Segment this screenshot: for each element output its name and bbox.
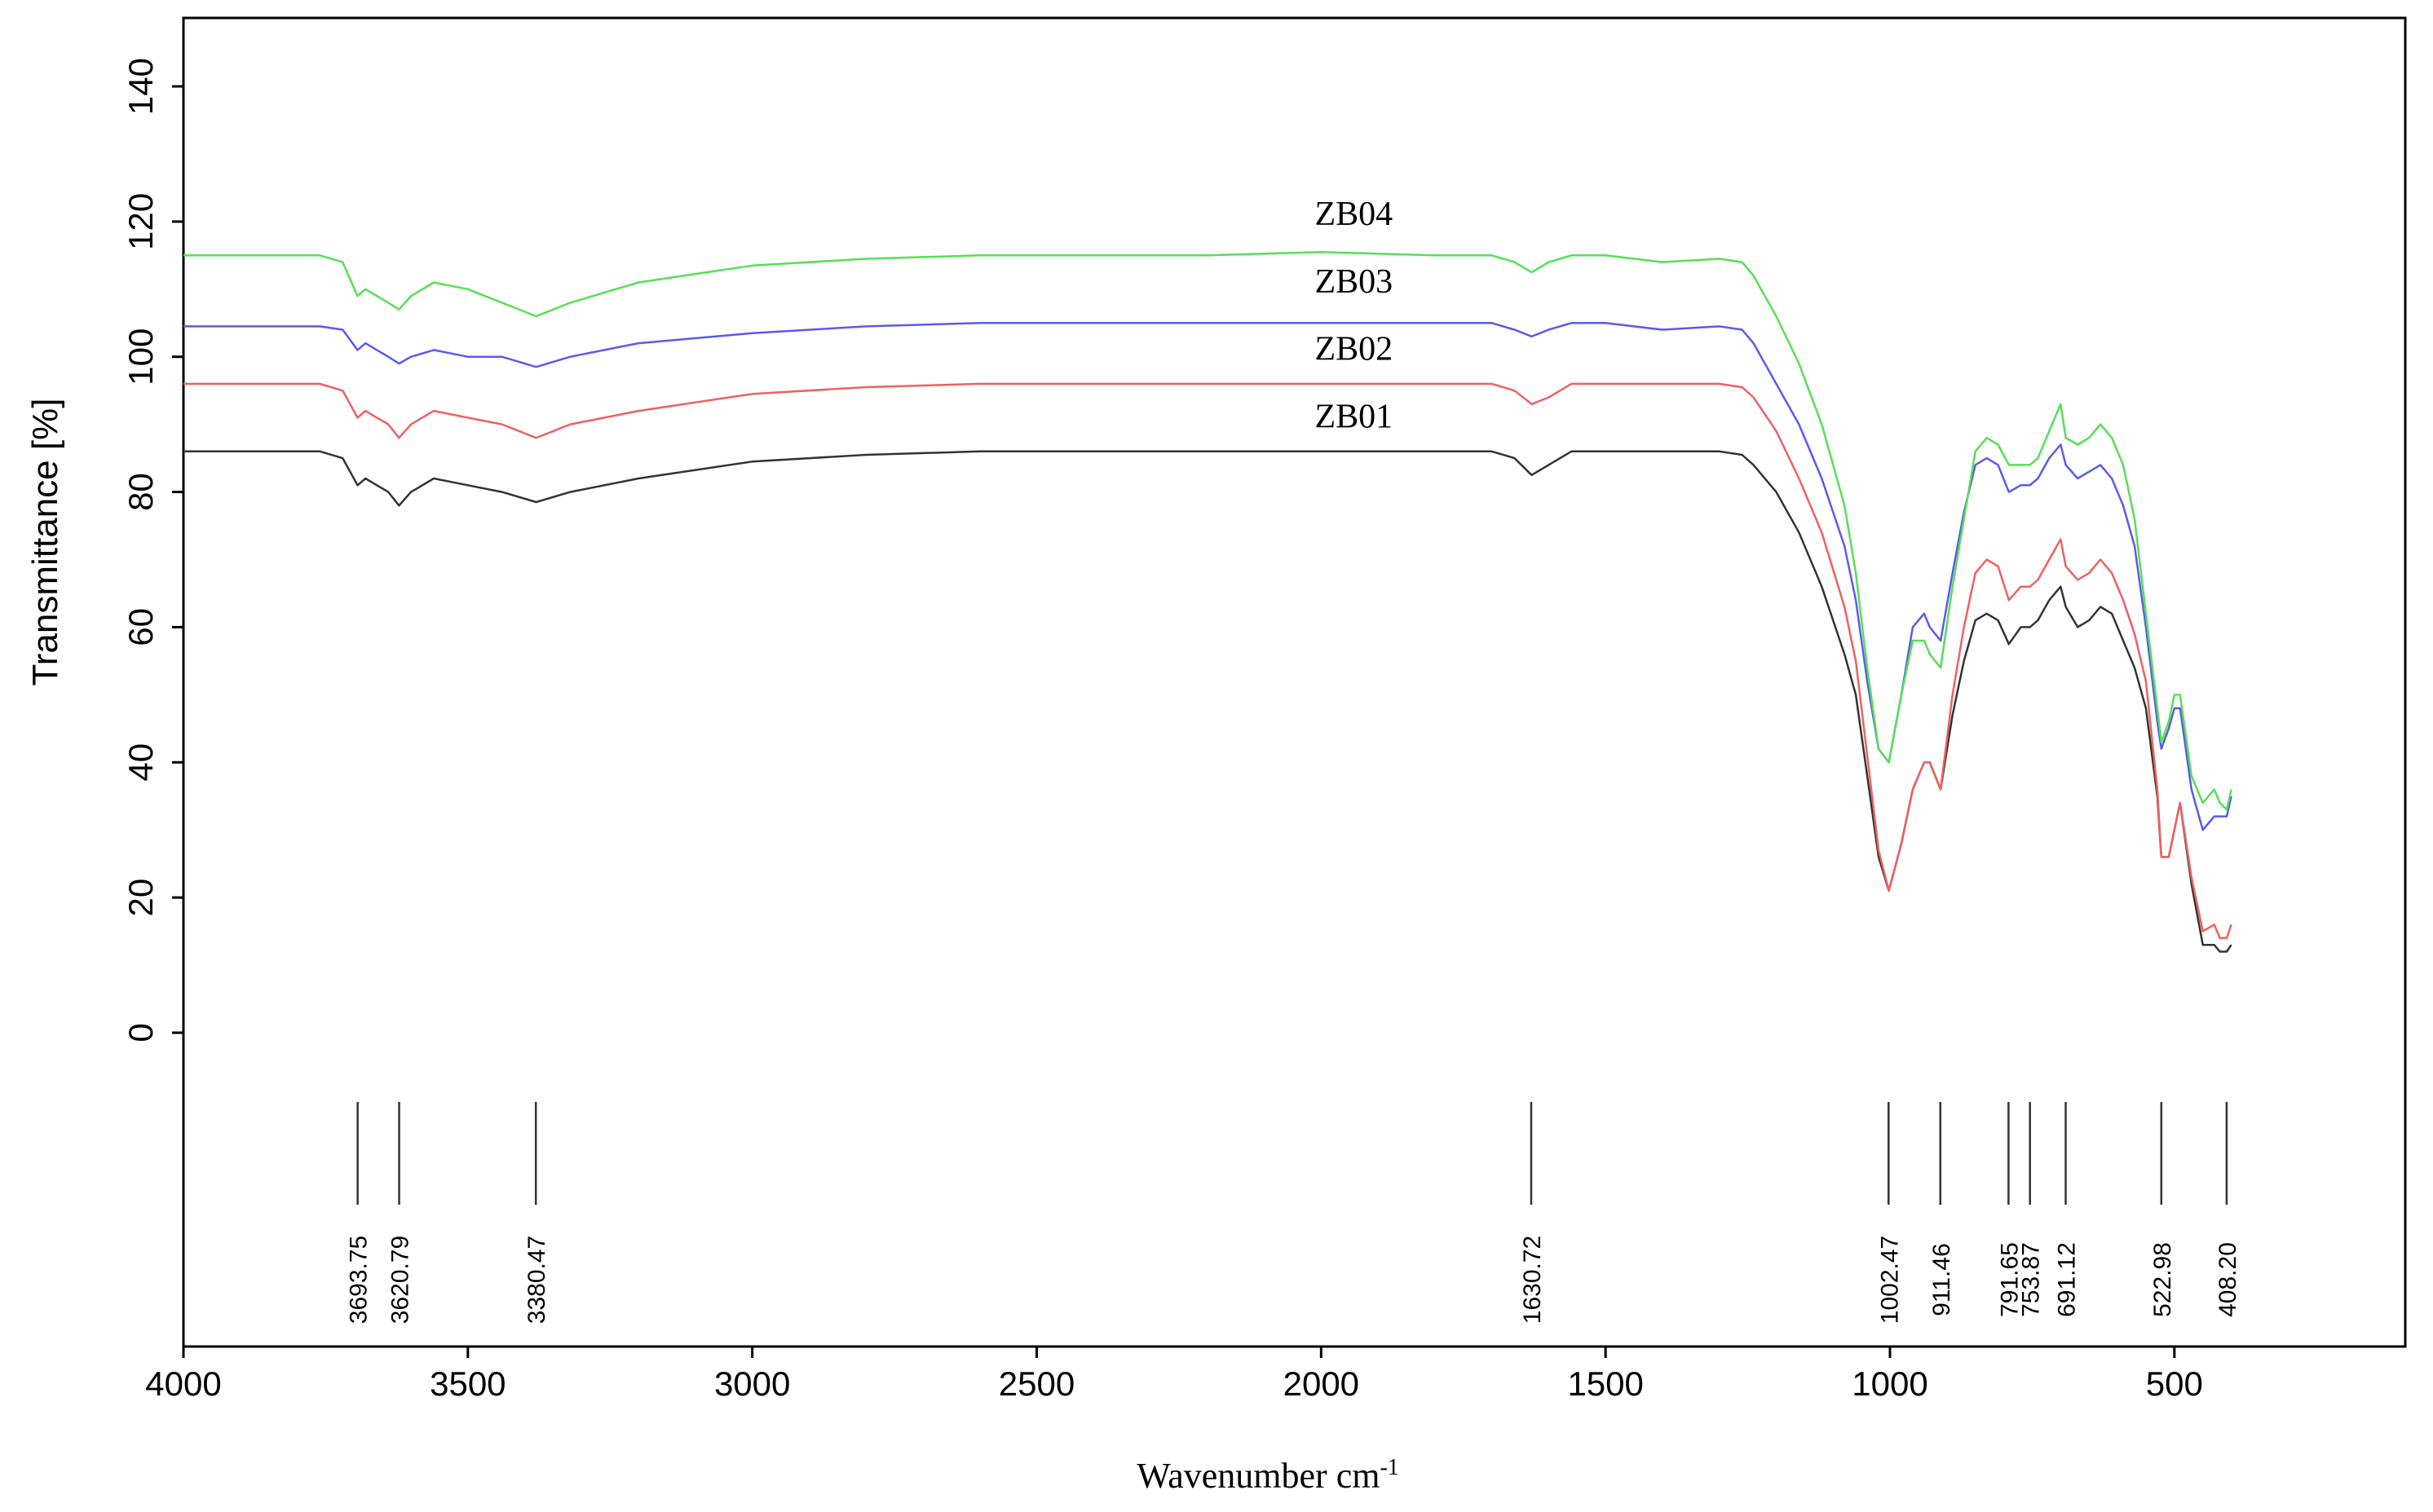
y-tick-label: 20	[121, 879, 160, 917]
peak-label: 791.65	[1996, 1242, 2023, 1317]
peak-label: 911.46	[1928, 1243, 1955, 1316]
x-axis-title: Wavenumber cm-1	[1137, 1455, 1399, 1496]
x-tick-label: 1000	[1852, 1364, 1927, 1403]
x-axis-title-text: Wavenumber cm	[1137, 1456, 1380, 1496]
peak-label: 691.12	[2053, 1242, 2080, 1317]
series-label-zb03: ZB03	[1314, 263, 1393, 301]
x-tick-label: 2000	[1283, 1364, 1359, 1403]
peak-label: 3693.75	[346, 1236, 373, 1324]
series-line-zb04	[183, 250, 2232, 811]
y-tick-label: 140	[121, 58, 160, 115]
y-axis: 0 20 40 60 80 100 120 140	[121, 58, 183, 1043]
y-axis-title: Transmittance [%]	[25, 399, 65, 686]
peak-label: 408.20	[2214, 1242, 2241, 1317]
y-tick-label: 60	[121, 608, 160, 646]
y-tick-label: 40	[121, 743, 160, 782]
peak-label: 3620.79	[387, 1236, 414, 1324]
x-tick-label: 1500	[1567, 1364, 1643, 1403]
x-axis: 4000 3500 3000 2500 2000 1500 1000 500	[145, 1347, 2203, 1403]
peak-label: 1002.47	[1876, 1236, 1903, 1324]
x-tick-label: 3000	[714, 1364, 790, 1403]
peak-label: 522.98	[2149, 1242, 2176, 1317]
peak-label: 3380.47	[523, 1236, 550, 1324]
y-tick-label: 80	[121, 473, 160, 511]
x-tick-label: 500	[2146, 1364, 2203, 1403]
x-axis-title-superscript: -1	[1380, 1455, 1398, 1480]
plot-frame	[182, 16, 2407, 1348]
y-tick-label: 0	[121, 1023, 160, 1042]
series-line-zb02	[183, 382, 2232, 940]
peak-label: 1630.72	[1519, 1236, 1546, 1324]
x-tick-label: 4000	[145, 1364, 221, 1403]
series-label-zb04: ZB04	[1314, 196, 1393, 233]
y-tick-label: 120	[121, 193, 160, 250]
x-tick-label: 2500	[999, 1364, 1075, 1403]
series-line-zb03	[183, 322, 2232, 831]
series-label-zb02: ZB02	[1314, 331, 1393, 368]
peak-markers: 3693.75 3620.79 3380.47 1630.72 1002.47 911.4…	[346, 1102, 2241, 1324]
series-line-zb01	[183, 450, 2232, 953]
series-label-zb01: ZB01	[1314, 399, 1393, 436]
y-tick-label: 100	[121, 328, 160, 386]
series-labels: ZB01 ZB02 ZB03 ZB04	[1314, 196, 1393, 436]
x-tick-label: 3500	[430, 1364, 506, 1403]
series-lines	[183, 250, 2232, 953]
peak-label: 753.87	[2018, 1242, 2045, 1317]
